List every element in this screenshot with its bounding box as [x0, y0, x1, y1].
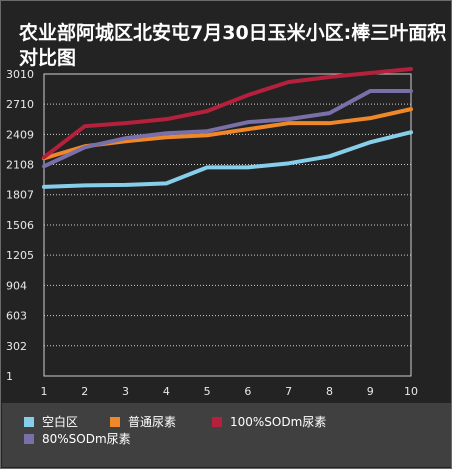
- y-tick-label: 1807: [6, 189, 34, 202]
- plot-border: [43, 73, 412, 377]
- legend-label: 普通尿素: [128, 415, 177, 429]
- legend-label: 空白区: [42, 415, 79, 429]
- y-axis-ticks: 1 302 603 904 1205 1506 1807 2108 2409 2710 3010: [6, 68, 34, 383]
- x-tick-label: 3: [122, 385, 129, 398]
- legend-swatch: [24, 433, 34, 444]
- y-tick-label: 1506: [6, 219, 34, 232]
- series-line: [42, 107, 413, 161]
- legend-item: 普通尿素: [110, 413, 176, 430]
- y-tick-label: 2409: [6, 128, 34, 141]
- x-axis-ticks: 1 2 3 4 5 6 7 8 9 10: [41, 385, 419, 398]
- y-tick-label: 3010: [6, 68, 34, 81]
- series-lines: [42, 66, 413, 189]
- legend: 空白区 普通尿素 100%SODm尿素 80%SODm尿素: [2, 403, 451, 467]
- legend-swatch: [110, 416, 120, 427]
- legend-swatch: [212, 416, 222, 427]
- x-tick-label: 7: [285, 385, 292, 398]
- x-tick-label: 2: [81, 385, 88, 398]
- legend-item: 空白区: [24, 413, 78, 430]
- legend-swatch: [24, 416, 34, 427]
- legend-label: 100%SODm尿素: [230, 415, 327, 429]
- y-tick-label: 904: [6, 279, 27, 292]
- x-tick-label: 1: [41, 385, 48, 398]
- legend-item: 80%SODm尿素: [24, 430, 131, 447]
- y-tick-label: 1205: [6, 249, 34, 262]
- y-tick-label: 2108: [6, 159, 34, 172]
- x-tick-label: 4: [163, 385, 170, 398]
- y-tick-label: 302: [6, 340, 27, 353]
- x-tick-label: 6: [244, 385, 251, 398]
- y-tick-label: 2710: [6, 98, 34, 111]
- x-tick-label: 5: [204, 385, 211, 398]
- series-line: [42, 89, 413, 169]
- series-line: [42, 66, 413, 160]
- x-tick-label: 8: [326, 385, 333, 398]
- y-tick-label: 1: [6, 370, 13, 383]
- x-tick-label: 10: [404, 385, 418, 398]
- legend-label: 80%SODm尿素: [42, 432, 131, 446]
- legend-item: 100%SODm尿素: [212, 413, 326, 430]
- series-line: [42, 130, 413, 189]
- y-tick-label: 603: [6, 310, 27, 323]
- x-tick-label: 9: [367, 385, 374, 398]
- chart-title: 农业部阿城区北安屯7月30日玉米小区:棒三叶面积对比图: [19, 22, 447, 69]
